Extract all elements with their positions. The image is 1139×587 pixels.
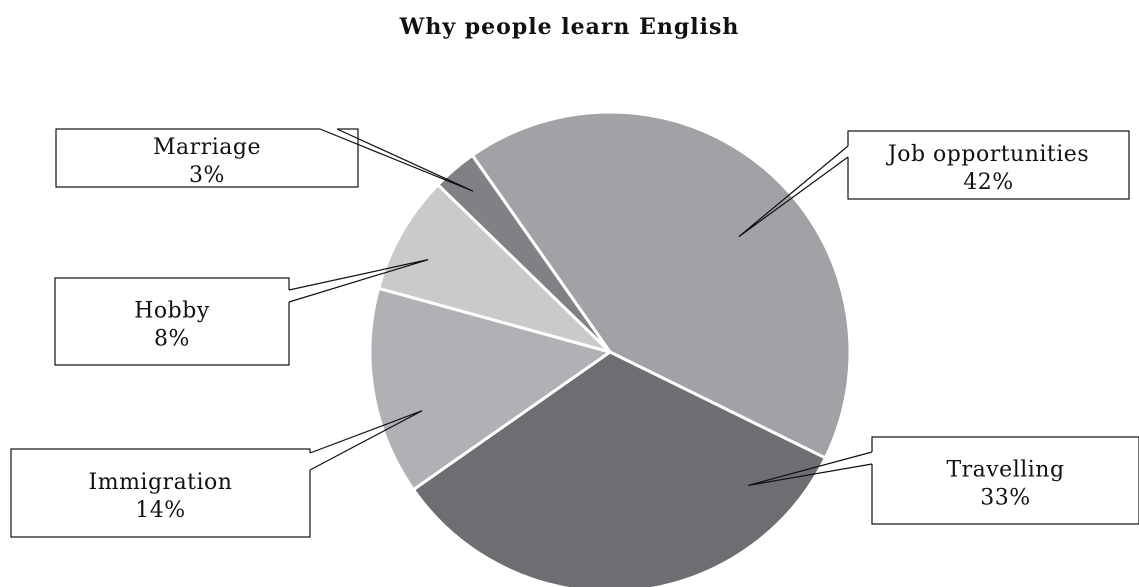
callout-box: [871, 436, 1139, 525]
callout-job-opportunities: Job opportunities 42%: [738, 130, 1130, 238]
slice-value-label: 3%: [189, 163, 225, 188]
slice-value-label: 14%: [135, 498, 185, 523]
chart-title: Why people learn English: [399, 14, 740, 40]
pie-slice-job-opportunities: [470, 110, 852, 460]
slice-value-label: 42%: [963, 170, 1013, 195]
pie-slices: [368, 110, 852, 587]
slice-label: Hobby: [134, 299, 210, 324]
callout-box: [55, 128, 359, 188]
pie-slice-marriage: [436, 153, 612, 354]
callout-box: [54, 277, 290, 366]
callout-pointer: [319, 128, 474, 192]
slice-value-label: 8%: [154, 327, 190, 352]
callout-hobby: Hobby 8%: [54, 259, 429, 366]
pie-slice-travelling: [411, 350, 827, 587]
slice-label: Immigration: [89, 470, 233, 495]
callout-travelling: Travelling 33%: [747, 436, 1139, 525]
pie-slice-immigration: [368, 286, 612, 492]
callout-marriage: Marriage 3%: [55, 127, 474, 192]
callout-pointer: [738, 145, 849, 238]
slice-label: Job opportunities: [886, 142, 1089, 167]
callout-immigration: Immigration 14%: [10, 410, 423, 538]
callout-pointer: [309, 410, 423, 471]
pie-slice-hobby: [377, 183, 612, 354]
callout-box: [847, 130, 1130, 200]
slice-value-label: 33%: [980, 486, 1030, 511]
slice-label: Travelling: [946, 458, 1064, 483]
pie-callouts: Job opportunities 42% Travelling 33% Immigra…: [10, 127, 1139, 538]
callout-box: [10, 448, 311, 538]
callout-pointer: [747, 451, 873, 487]
callout-pointer: [288, 259, 429, 303]
slice-label: Marriage: [153, 135, 261, 160]
